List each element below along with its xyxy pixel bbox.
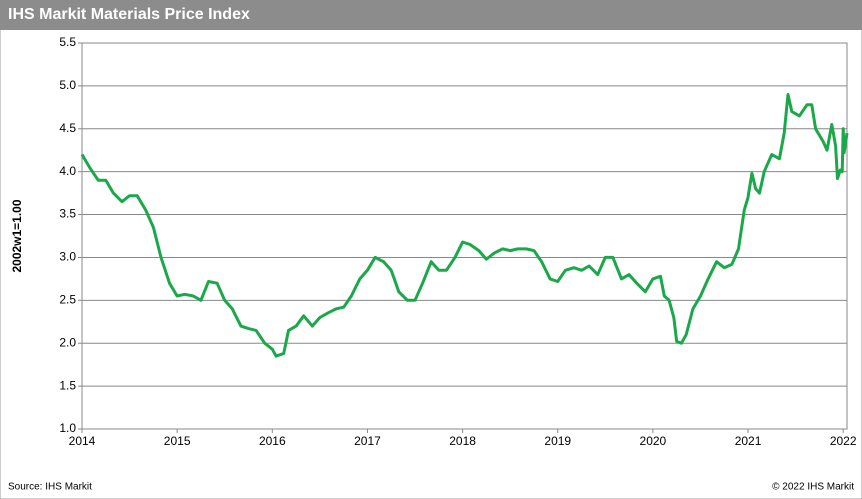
y-tick-label: 2.0 <box>59 335 76 349</box>
y-tick-label: 5.5 <box>59 35 76 49</box>
y-tick-label: 3.0 <box>59 250 76 264</box>
copyright: © 2022 IHS Markit <box>772 482 854 493</box>
y-tick-label: 5.0 <box>59 78 76 92</box>
x-tick-label: 2017 <box>354 434 381 448</box>
source-note: Source: IHS Markit <box>8 482 92 493</box>
x-tick-label: 2019 <box>544 434 571 448</box>
y-tick-label: 3.5 <box>59 207 76 221</box>
chart-title: IHS Markit Materials Price Index <box>8 6 250 23</box>
x-tick-label: 2021 <box>735 434 762 448</box>
plot-area <box>81 42 848 430</box>
y-tick-label: 4.5 <box>59 121 76 135</box>
x-tick-label: 2015 <box>164 434 191 448</box>
y-axis-label: 2002w1=1.00 <box>10 199 24 272</box>
x-tick-label: 2018 <box>449 434 476 448</box>
x-tick-label: 2014 <box>69 434 96 448</box>
x-tick-label: 2020 <box>640 434 667 448</box>
x-tick-label: 2022 <box>830 434 857 448</box>
title-bar <box>0 0 862 30</box>
x-tick-label: 2016 <box>259 434 286 448</box>
data-line <box>80 93 849 358</box>
y-tick-label: 2.5 <box>59 293 76 307</box>
y-tick-label: 1.5 <box>59 378 76 392</box>
y-tick-label: 1.0 <box>59 421 76 435</box>
y-tick-label: 4.0 <box>59 164 76 178</box>
